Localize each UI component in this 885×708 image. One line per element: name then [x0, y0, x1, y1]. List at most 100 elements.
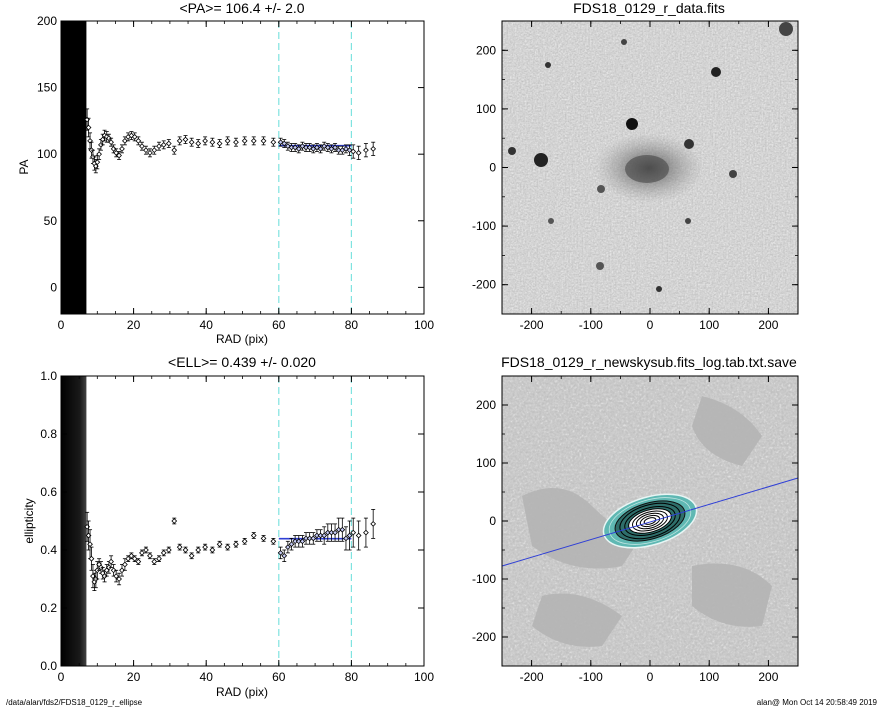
star-source [711, 67, 721, 77]
skysub-image-panel: FDS18_0129_r_newskysub.fits_log.tab.txt.… [472, 354, 799, 684]
data-point [139, 141, 145, 151]
pa-xlabel: RAD (pix) [216, 332, 268, 346]
data-point [96, 148, 102, 160]
data-point [299, 535, 306, 548]
x-tick-label: 100 [414, 318, 434, 332]
ell-ylabel: ellipticity [22, 498, 36, 543]
data-point [339, 517, 346, 542]
data-point [270, 137, 277, 147]
star-source [534, 153, 548, 167]
x-tick-label: 60 [272, 670, 286, 684]
data-image-title: FDS18_0129_r_data.fits [573, 0, 725, 16]
y-tick-label: 0 [489, 161, 496, 175]
data-point [116, 151, 122, 160]
data-point [106, 133, 112, 143]
data-point [202, 136, 208, 146]
data-point [216, 540, 223, 548]
ell-xlabel: RAD (pix) [216, 685, 268, 699]
y-tick-label: 200 [476, 398, 496, 412]
x-tick-label: 100 [414, 670, 434, 684]
data-point [260, 535, 267, 542]
y-tick-label: 100 [476, 102, 496, 116]
data-point [281, 139, 288, 148]
star-source [508, 147, 516, 155]
data-point [343, 144, 349, 154]
data-point [310, 532, 317, 545]
y-tick-label: 100 [476, 456, 496, 470]
data-point [122, 558, 128, 571]
x-tick-label: 200 [758, 670, 778, 684]
data-point [128, 552, 135, 560]
data-point [195, 139, 202, 148]
star-source [626, 118, 638, 130]
data-point [370, 508, 377, 539]
data-point [233, 540, 239, 548]
data-point [355, 145, 362, 160]
y-tick-label: 0.6 [40, 485, 57, 499]
y-tick-label: 200 [37, 14, 57, 28]
star-source [779, 22, 793, 36]
pa-profile-panel: <PA>= 106.4 +/- 2.0 0 20 40 60 80 100 0 50 100 1… [17, 0, 434, 346]
y-tick-label: 1.0 [40, 369, 57, 383]
data-point [143, 546, 149, 554]
data-point [277, 137, 284, 147]
y-tick-label: 50 [44, 214, 58, 228]
data-point [113, 569, 120, 583]
data-point [209, 546, 216, 554]
data-point [363, 517, 369, 548]
data-point [295, 144, 302, 154]
data-point [281, 549, 288, 562]
star-source [596, 262, 604, 270]
data-point [270, 538, 277, 545]
x-tick-label: 0 [58, 670, 65, 684]
data-point [176, 543, 183, 551]
x-tick-label: 20 [127, 670, 141, 684]
data-point [299, 141, 306, 151]
x-tick-label: -100 [579, 318, 603, 332]
data-point [131, 555, 138, 562]
x-tick-label: 60 [272, 318, 286, 332]
y-tick-label: 0.2 [40, 601, 57, 615]
star-source [548, 218, 554, 224]
y-tick-label: 200 [476, 43, 496, 57]
data-point [195, 546, 202, 554]
x-tick-label: 0 [647, 318, 654, 332]
x-tick-label: -200 [520, 670, 544, 684]
data-point [202, 543, 208, 551]
y-tick-label: -200 [472, 278, 496, 292]
star-source [597, 185, 605, 193]
data-point [122, 136, 128, 146]
data-point [224, 136, 231, 146]
pa-title: <PA>= 106.4 +/- 2.0 [179, 0, 304, 16]
data-point [171, 145, 178, 155]
x-tick-label: 80 [345, 318, 359, 332]
skysub-image-title: FDS18_0129_r_newskysub.fits_log.tab.txt.… [501, 354, 797, 370]
y-tick-label: 0.4 [40, 543, 57, 557]
star-source [656, 286, 662, 292]
data-point [171, 517, 178, 525]
data-point [370, 141, 377, 156]
footer-path: /data/alan/fds2/FDS18_0129_r_ellipse [6, 698, 143, 707]
star-source [685, 218, 691, 224]
x-tick-label: -200 [520, 318, 544, 332]
x-tick-label: 0 [647, 670, 654, 684]
data-point [355, 520, 362, 551]
inner-radius-band [61, 21, 87, 314]
data-point [285, 540, 291, 554]
ellipticity-profile-panel: <ELL>= 0.439 +/- 0.020 0 20 40 60 80 100 0.0 0… [22, 354, 434, 699]
y-tick-label: -100 [472, 219, 496, 233]
star-source [545, 62, 551, 68]
data-point [241, 136, 248, 146]
data-point [156, 141, 162, 151]
data-point [363, 143, 369, 158]
data-point [288, 538, 295, 551]
data-point [151, 145, 158, 155]
x-tick-label: 20 [127, 318, 141, 332]
footer-timestamp: alan@ Mon Oct 14 20:58:49 2019 [756, 698, 877, 707]
skysub-image [502, 376, 798, 666]
data-point [113, 148, 120, 158]
data-point [317, 144, 324, 154]
data-image-panel: FDS18_0129_r_data.fits -200 -100 0 100 200 -… [472, 0, 799, 332]
y-tick-label: 100 [37, 147, 57, 161]
data-image [502, 21, 798, 314]
